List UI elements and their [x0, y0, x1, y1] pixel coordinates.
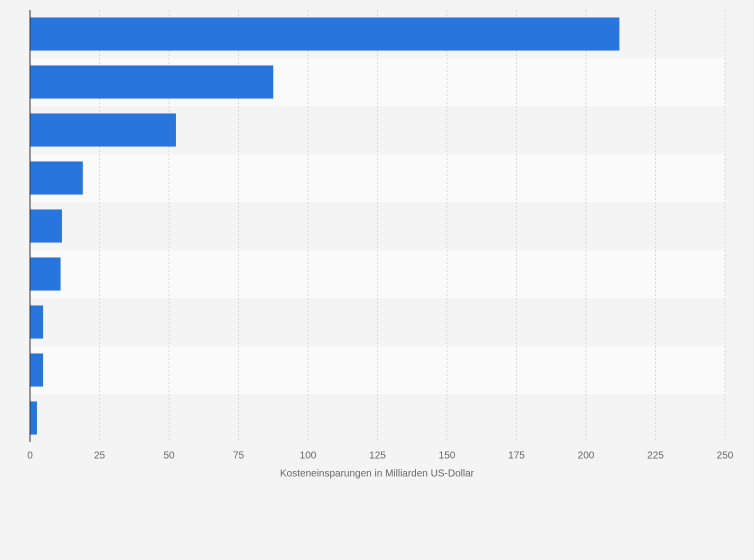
x-tick-label: 250 [717, 451, 734, 462]
x-tick-label: 0 [27, 451, 33, 462]
x-tick-label: 125 [369, 451, 386, 462]
x-tick-label: 225 [647, 451, 664, 462]
x-tick-label: 25 [94, 451, 106, 462]
x-tick-label: 200 [578, 451, 595, 462]
x-axis-label: Kosteneinsparungen in Milliarden US-Doll… [280, 469, 475, 480]
x-tick-label: 75 [233, 451, 245, 462]
bar [30, 257, 61, 291]
bar [30, 161, 83, 195]
bar [30, 17, 620, 51]
bar [30, 209, 62, 243]
x-tick-label: 175 [508, 451, 525, 462]
bar [30, 65, 274, 99]
bar [30, 401, 37, 435]
x-tick-label: 150 [439, 451, 456, 462]
bar [30, 113, 176, 147]
x-tick-label: 100 [300, 451, 317, 462]
bar [30, 305, 44, 339]
bar [30, 353, 44, 387]
x-tick-label: 50 [163, 451, 175, 462]
